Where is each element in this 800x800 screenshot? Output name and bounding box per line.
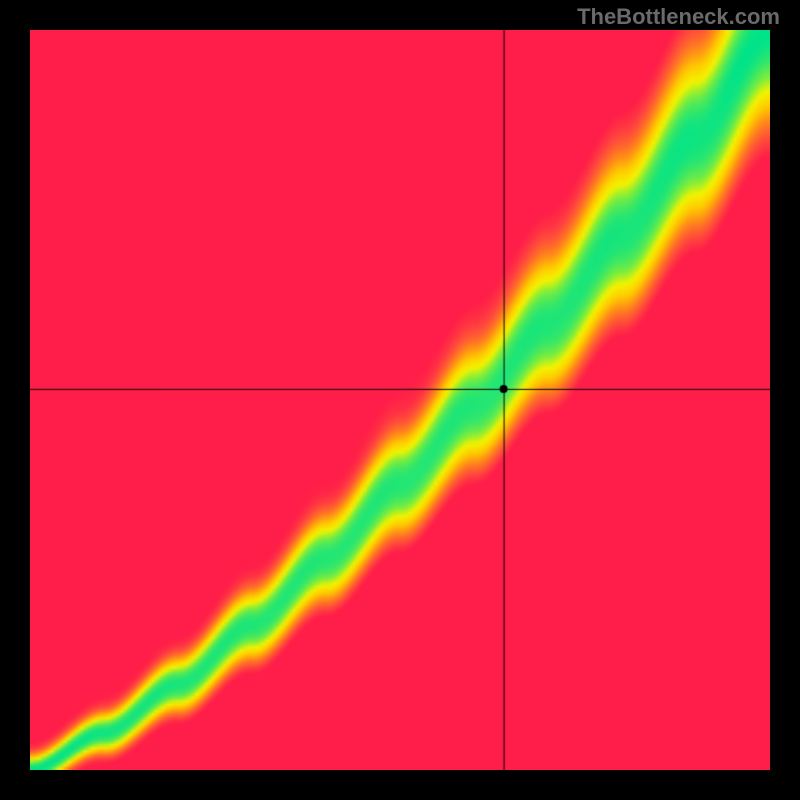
figure-container: TheBottleneck.com (0, 0, 800, 800)
bottleneck-heatmap (30, 30, 770, 770)
watermark-text: TheBottleneck.com (577, 4, 780, 30)
